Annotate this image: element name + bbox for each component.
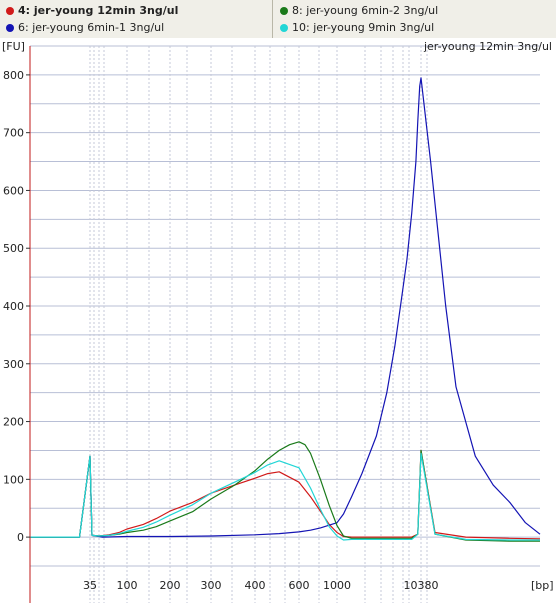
x-tick-label: 1000 [323,579,351,592]
y-axis-label: [FU] [2,40,25,53]
legend-label: 8: jer-young 6min-2 3ng/ul [292,4,439,17]
x-axis-label: [bp] [531,579,554,592]
chart-title: jer-young 12min 3ng/ul [423,40,552,53]
legend-dot-blue [6,23,14,32]
legend-divider [272,0,273,38]
legend-item[interactable]: 8: jer-young 6min-2 3ng/ul [276,2,438,19]
legend-dot-red [6,6,14,15]
legend-bar: 4: jer-young 12min 3ng/ul 6: jer-young 6… [0,0,556,39]
y-tick-label: 600 [3,184,24,197]
x-tick-label: 10380 [404,579,439,592]
legend-label: 6: jer-young 6min-1 3ng/ul [18,21,165,34]
legend-item[interactable]: 4: jer-young 12min 3ng/ul [2,2,178,19]
x-tick-label: 400 [245,579,266,592]
series-layer [30,77,541,542]
series-line-3 [30,452,540,541]
y-tick-label: 800 [3,69,24,82]
y-tick-label: 300 [3,358,24,371]
x-tick-label: 300 [201,579,222,592]
legend-item[interactable]: 10: jer-young 9min 3ng/ul [276,19,434,36]
axes: 0 100 200 300 400 500 600 700 800 35 100 200 300 400 6… [3,46,439,603]
legend-dot-cyan [280,23,288,32]
legend-label: 10: jer-young 9min 3ng/ul [292,21,435,34]
electropherogram-chart: 0 100 200 300 400 500 600 700 800 35 100 200 300 400 6… [0,38,556,603]
legend-dot-green [280,6,288,15]
grid [30,45,540,603]
x-tick-label: 200 [160,579,181,592]
y-tick-label: 700 [3,127,24,140]
y-tick-label: 400 [3,300,24,313]
x-tick-label: 35 [83,579,97,592]
series-line-1 [30,77,541,538]
chart-background [0,38,556,603]
x-tick-label: 600 [289,579,310,592]
legend-label: 4: jer-young 12min 3ng/ul [18,4,179,17]
y-tick-label: 0 [17,531,24,544]
y-tick-label: 100 [3,473,24,486]
y-tick-label: 500 [3,242,24,255]
y-tick-label: 200 [3,416,24,429]
x-tick-label: 100 [117,579,138,592]
legend-item[interactable]: 6: jer-young 6min-1 3ng/ul [2,19,164,36]
